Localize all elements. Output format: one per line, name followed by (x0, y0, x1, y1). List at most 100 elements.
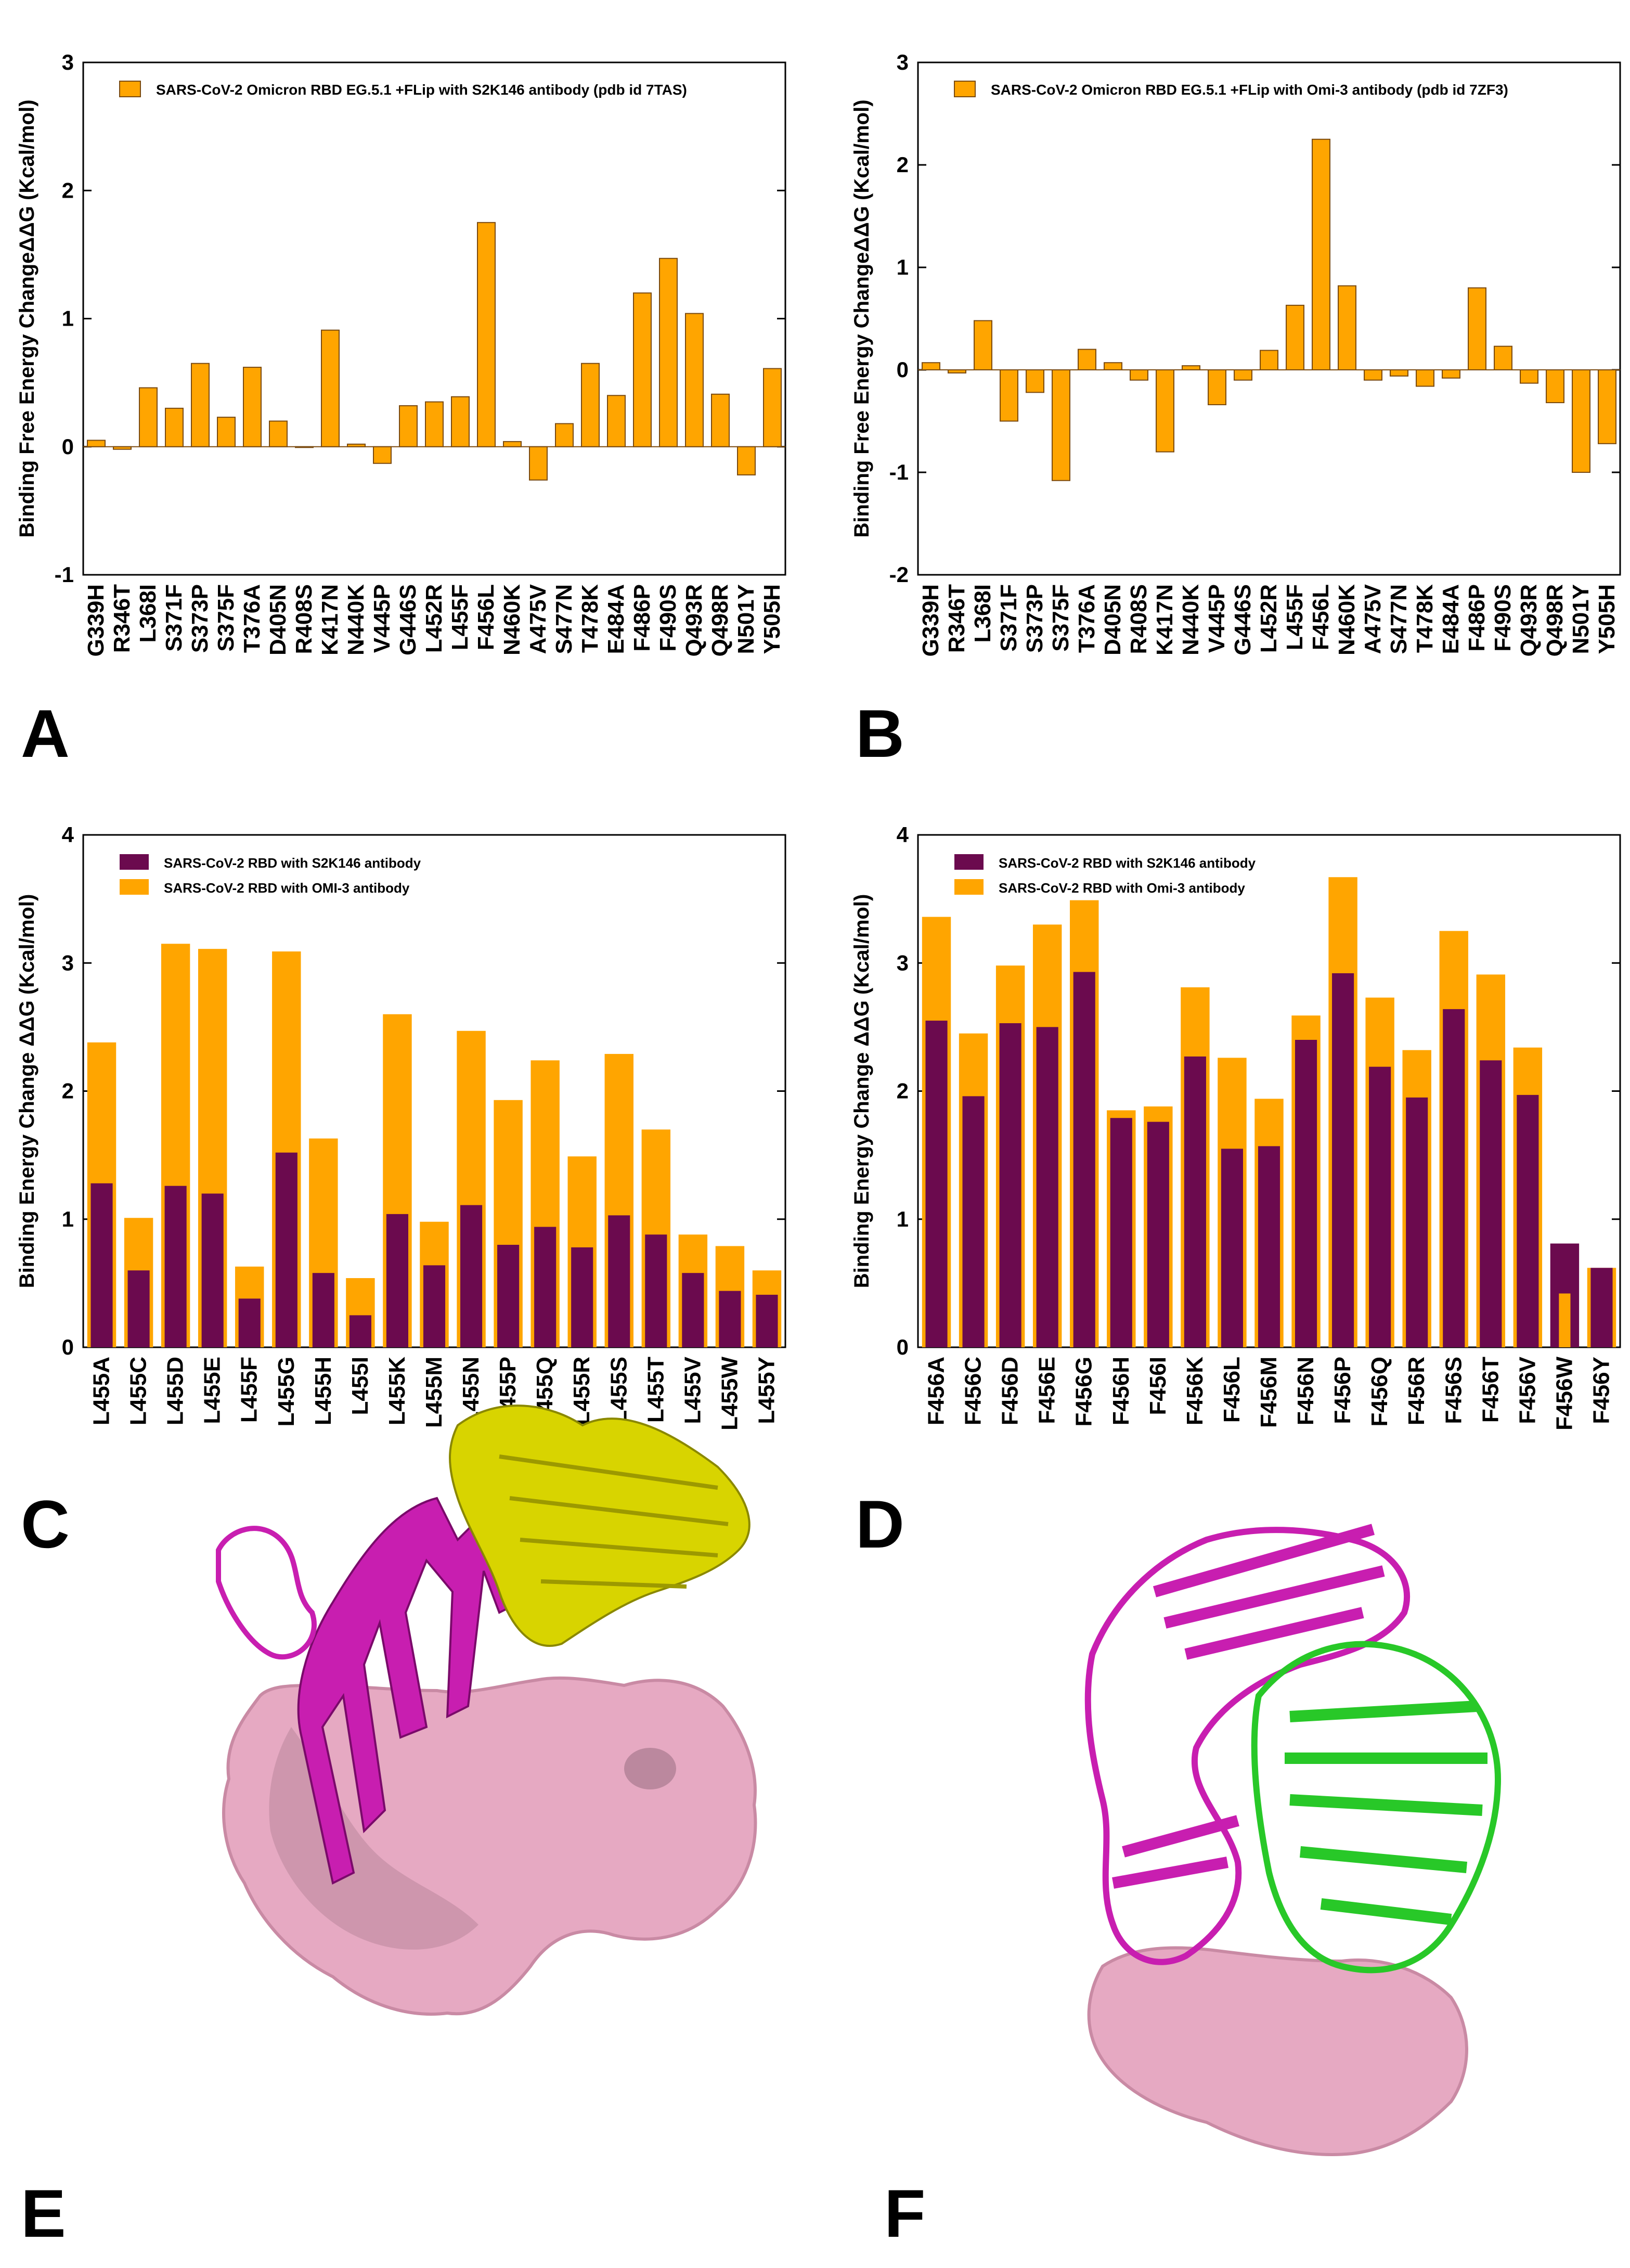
x-tick-label: F456R (1404, 1357, 1429, 1425)
x-tick-label: Y505H (759, 584, 785, 654)
bar-series-1 (1221, 1149, 1244, 1347)
bar-series-1 (1369, 1066, 1391, 1347)
bar (139, 387, 158, 447)
panel-letter-f: F (884, 2175, 925, 2251)
rbd-pocket-e (624, 1748, 676, 1789)
chart-panel-d: 0 1 2 3 4 Binding Energy Change ΔΔG (Kcal/mol… (850, 822, 1621, 1431)
bar (503, 441, 522, 447)
legend-swatch (120, 854, 149, 870)
x-tick-label: R346T (944, 584, 969, 653)
x-tick-label: R346T (109, 584, 135, 653)
x-tick-label: N501Y (733, 584, 759, 654)
x-tick-label: A475V (1360, 584, 1386, 654)
x-tick-label: L455F (237, 1357, 262, 1423)
bar (1390, 369, 1408, 377)
y-tick-label: -1 (889, 460, 909, 484)
antibody-light-strands-e (499, 1454, 729, 1589)
x-tick-label: Q493R (1516, 584, 1542, 656)
x-tick-label: F456L (473, 584, 499, 650)
x-tick-label: T376A (1074, 584, 1099, 653)
bar (243, 367, 262, 447)
y-tick-label: 2 (62, 178, 74, 202)
y-tick-label: 0 (62, 434, 74, 459)
bar (1572, 369, 1590, 473)
x-tick-label: Y505H (1594, 584, 1620, 654)
x-tick-label: F456P (1330, 1357, 1355, 1424)
legend-label: SARS-CoV-2 RBD with Omi-3 antibody (999, 880, 1245, 896)
bar (477, 222, 496, 447)
bar-series-1 (1332, 973, 1354, 1347)
x-tick-label: S373P (1022, 584, 1047, 653)
x-tick-label: R408S (1126, 584, 1152, 654)
bar-series-1 (1184, 1056, 1206, 1347)
x-tick-label: K417N (1152, 584, 1178, 655)
y-tick-label: 1 (62, 306, 74, 331)
x-tick-label: F456K (1182, 1357, 1208, 1425)
y-tick-label: 4 (62, 822, 74, 847)
x-tick-label: G446S (1230, 584, 1256, 655)
legend-label: SARS-CoV-2 RBD with S2K146 antibody (164, 855, 421, 871)
bar (685, 313, 704, 447)
bar-series-1 (201, 1193, 224, 1347)
x-tick-label: F486P (1464, 584, 1490, 652)
x-tick-label: T478K (1412, 584, 1438, 653)
bar-series-2 (1559, 1293, 1571, 1347)
chart-panel-b: -2 -1 0 1 2 3 Binding Free Energy ChangeΔΔG (K… (850, 50, 1621, 656)
legend-swatch (119, 81, 141, 97)
x-tick-label: L455T (643, 1357, 668, 1423)
x-tick-label: Q498R (1542, 584, 1568, 656)
bar (425, 401, 444, 447)
bar-series-1 (1443, 1009, 1465, 1347)
bar-series-1 (756, 1295, 778, 1347)
y-tick-label: 2 (62, 1079, 74, 1103)
bar (191, 363, 210, 447)
panel-letter-e: E (21, 2175, 66, 2251)
panel-letter-d: D (856, 1486, 904, 1562)
x-tick-label: L455D (163, 1357, 188, 1425)
y-tick-label: -1 (55, 562, 74, 587)
x-tick-label: S375F (213, 584, 239, 652)
y-axis-label: Binding Free Energy ChangeΔΔG (Kcal/mol) (16, 99, 38, 537)
x-tick-label: L455G (274, 1357, 299, 1427)
bar (1078, 349, 1096, 370)
y-tick-label: 1 (897, 1207, 909, 1231)
y-tick-label: 3 (897, 50, 909, 74)
x-tick-label: N460K (499, 584, 525, 655)
bar (1364, 369, 1382, 381)
panel-letter-b: B (856, 695, 904, 771)
x-tick-label: E484A (603, 584, 629, 654)
antibody-heavy-chain-e (297, 1497, 522, 1885)
rbd-surface-f (1087, 1946, 1468, 2156)
bar (607, 395, 626, 447)
bar-series-1 (1590, 1268, 1613, 1347)
y-tick-label: 2 (897, 1079, 909, 1103)
bar-series-1 (682, 1273, 704, 1347)
bar-series-1 (608, 1215, 630, 1347)
bar-series-1 (571, 1247, 593, 1347)
antibody-loop-e (216, 1526, 317, 1660)
bar (1208, 369, 1226, 405)
bar (165, 407, 184, 447)
x-tick-label: F456D (998, 1357, 1023, 1425)
structure-illustration-f (1084, 1524, 1502, 2156)
legend-label: SARS-CoV-2 Omicron RBD EG.5.1 +FLip with… (991, 82, 1508, 98)
y-tick-label: 2 (897, 152, 909, 177)
bar (1416, 369, 1434, 387)
x-tick-label: S477N (551, 584, 577, 654)
bar-series-1 (312, 1273, 334, 1347)
x-tick-label: F456N (1293, 1357, 1318, 1425)
x-tick-label: G446S (395, 584, 421, 655)
bar-series-1 (1258, 1146, 1280, 1347)
y-tick-label: 1 (897, 255, 909, 279)
x-tick-label: L368I (970, 584, 995, 643)
antibody-light-strands-f (1285, 1700, 1487, 1925)
bar (1260, 350, 1278, 371)
bar (1130, 369, 1148, 381)
bar-series-1 (719, 1291, 741, 1347)
panel-letter-c: C (21, 1486, 70, 1562)
x-tick-label: L455W (717, 1357, 742, 1431)
x-tick-label: E484A (1438, 584, 1464, 654)
x-tick-label: N501Y (1568, 584, 1594, 654)
y-axis-label: Binding Energy Change ΔΔG (Kcal/mol) (16, 894, 38, 1288)
